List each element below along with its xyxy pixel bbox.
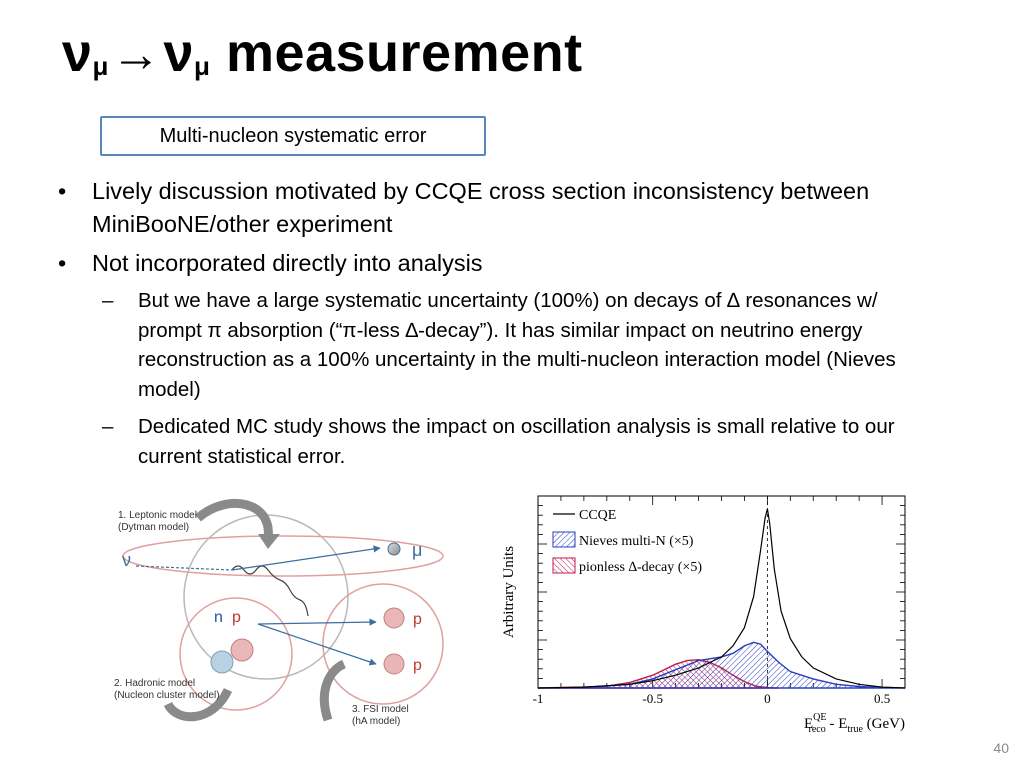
proton-track xyxy=(257,623,377,666)
sub-bullet-item: – But we have a large systematic uncerta… xyxy=(54,286,954,404)
legend-pionless-label: pionless ∆-decay (×5) xyxy=(579,560,702,575)
bullet-item: • Lively discussion motivated by CCQE cr… xyxy=(54,175,954,241)
label-hadronic-sub: (Nucleon cluster model) xyxy=(114,690,220,701)
x-tick-label: -1 xyxy=(533,691,544,706)
energy-chart: -1 -0.5 0 0.5 CCQE Nieves multi-N (×5) pion… xyxy=(501,495,906,735)
curved-arrow-icon xyxy=(195,499,273,539)
curved-arrow-icon xyxy=(319,659,347,722)
arrowhead-icon xyxy=(258,534,280,549)
x-axis-label: EQE reco - Etrue (GeV) xyxy=(804,712,905,735)
neutrino-label: ν xyxy=(122,550,131,570)
legend: CCQE Nieves multi-N (×5) pionless ∆-deca… xyxy=(552,508,702,575)
boson-line xyxy=(231,565,309,617)
x-tick-label: 0 xyxy=(764,691,771,706)
title-mu-sub: μ xyxy=(194,51,211,81)
bullet-text: Lively discussion motivated by CCQE cros… xyxy=(92,178,870,237)
proton-ball-icon xyxy=(230,638,254,662)
label-leptonic: 1. Leptonic model xyxy=(118,510,197,521)
label-leptonic-sub: (Dytman model) xyxy=(118,522,189,533)
proton-ball-icon xyxy=(383,653,405,675)
proton-label: p xyxy=(232,609,241,626)
series-group xyxy=(537,508,906,689)
label-fsi-sub: (hA model) xyxy=(352,716,400,727)
leptonic-ellipse xyxy=(122,535,444,577)
title-text: measurement xyxy=(210,23,583,83)
bullet-item: • Not incorporated directly into analysi… xyxy=(54,247,954,280)
curved-arrow-icon xyxy=(163,687,233,722)
muon-particle-icon xyxy=(387,542,401,556)
legend-nieves-swatch xyxy=(552,531,576,548)
subtitle-box: Multi-nucleon systematic error xyxy=(100,116,486,156)
neutrino-line xyxy=(135,565,233,571)
series-nieves-area xyxy=(537,641,906,689)
x-tick-label: -0.5 xyxy=(642,691,663,706)
legend-pionless-swatch xyxy=(552,557,576,574)
title-nu: ν xyxy=(163,23,195,83)
proton-out-label: p xyxy=(413,657,422,674)
title-nu: ν xyxy=(62,23,93,83)
sub-bullet-text: Dedicated MC study shows the impact on o… xyxy=(138,415,895,468)
sub-bullet-item: – Dedicated MC study shows the impact on… xyxy=(54,412,954,471)
sub-bullet-marker: – xyxy=(102,289,114,312)
title-mu-sub: μ xyxy=(92,51,109,81)
y-axis-label: Arbitrary Units xyxy=(501,546,517,638)
bullet-list: • Lively discussion motivated by CCQE cr… xyxy=(54,175,954,479)
proton-out-label: p xyxy=(413,611,422,628)
x-tick-labels: -1 -0.5 0 0.5 xyxy=(533,691,891,706)
label-fsi: 3. FSI model xyxy=(352,704,409,715)
hadronic-circle xyxy=(179,597,293,711)
bullet-marker: • xyxy=(58,250,67,276)
bullet-marker: • xyxy=(58,178,67,204)
arrow-icon: → xyxy=(110,26,162,82)
label-hadronic: 2. Hadronic model xyxy=(114,678,195,689)
slide-title: νμ→νμ measurement xyxy=(62,22,583,84)
proton-ball-icon xyxy=(383,607,405,629)
legend-ccqe-label: CCQE xyxy=(579,508,616,523)
neutron-ball-icon xyxy=(210,650,234,674)
x-tick-label: 0.5 xyxy=(874,691,890,706)
muon-label: μ xyxy=(412,540,422,560)
neutron-label: n xyxy=(214,609,223,626)
interaction-diagram: 1. Leptonic model (Dytman model) ν μ n p… xyxy=(114,499,444,727)
fsi-circle xyxy=(322,583,444,705)
legend-nieves-label: Nieves multi-N (×5) xyxy=(579,534,694,549)
muon-track xyxy=(231,545,381,571)
sub-bullet-marker: – xyxy=(102,415,114,438)
bullet-text: Not incorporated directly into analysis xyxy=(92,250,483,276)
series-ccqe-line xyxy=(537,508,906,689)
page-number: 40 xyxy=(993,740,1009,756)
sub-bullet-text: But we have a large systematic uncertain… xyxy=(138,289,896,401)
proton-track xyxy=(257,618,377,626)
